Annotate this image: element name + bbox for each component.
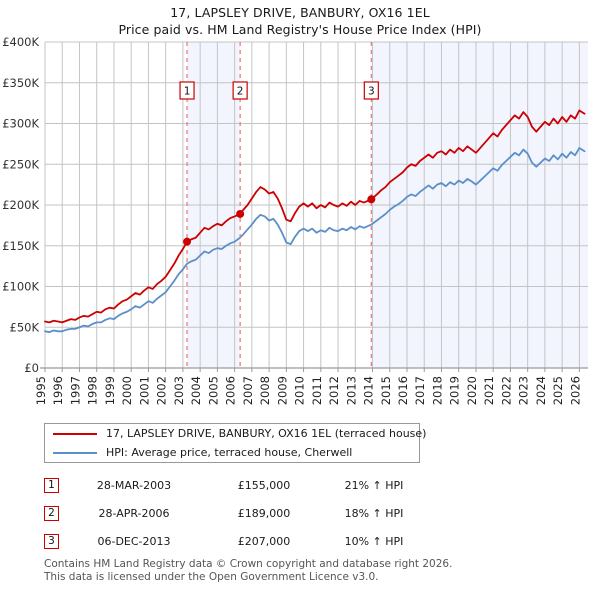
transaction-hpi-delta: 18% ↑ HPI (344, 506, 404, 520)
x-axis-tick-label: 2014 (362, 376, 376, 405)
table-row: 3 06-DEC-2013 £207,000 10% ↑ HPI (44, 527, 474, 555)
y-axis-tick-label: £150K (2, 239, 39, 253)
event-dot-2 (236, 209, 245, 218)
event-box-1 (179, 81, 195, 100)
x-axis-tick-label: 2001 (137, 376, 151, 405)
price-history-chart: £0 £50K £100K £150K £200K £250K £300K £350K £400… (2, 35, 588, 405)
event-box-3 (363, 81, 379, 100)
y-axis-tick-label: £400K (2, 35, 39, 49)
x-axis-tick-label: 2005 (206, 376, 220, 405)
legend-item-property: 17, LAPSLEY DRIVE, BANBURY, OX16 1EL (te… (45, 424, 426, 443)
x-axis-tick-label: 2013 (344, 376, 358, 405)
x-axis-tick-label: 2011 (310, 376, 324, 405)
y-axis-tick-label: £0 (24, 361, 39, 375)
x-axis-tick-label: 2019 (448, 376, 462, 405)
event-marker-dots (183, 195, 376, 246)
legend-label-property: 17, LAPSLEY DRIVE, BANBURY, OX16 1EL (te… (106, 427, 427, 440)
transactions-table: 1 28-MAR-2003 £155,000 21% ↑ HPI 2 28-AP… (44, 471, 474, 555)
x-axis-tick-label: 2008 (258, 376, 272, 405)
y-axis-tick-label: £200K (2, 198, 39, 212)
event-box-label-3: 3 (368, 86, 375, 98)
x-axis-tick-label: 1997 (68, 376, 82, 405)
x-axis-tick-label: 2023 (517, 376, 531, 405)
transaction-date: 06-DEC-2013 (97, 534, 171, 548)
x-axis-tick-label: 2025 (551, 376, 565, 405)
chart-legend: 17, LAPSLEY DRIVE, BANBURY, OX16 1EL (te… (44, 423, 426, 463)
transaction-index-badge: 1 (44, 477, 59, 493)
series-line-hpi (44, 147, 586, 334)
y-axis-tick-label: £250K (2, 157, 39, 171)
x-axis-tick-label: 2024 (534, 376, 548, 405)
legend-swatch-property (53, 432, 97, 435)
page-title: 17, LAPSLEY DRIVE, BANBURY, OX16 1EL Pri… (0, 4, 600, 38)
x-axis-tick-label: 2012 (327, 376, 341, 405)
x-axis-tick-label: 2016 (396, 376, 410, 405)
event-box-label-1: 1 (184, 86, 191, 98)
x-axis-tick-label: 2006 (224, 376, 238, 405)
x-axis-tick-label: 1999 (103, 376, 117, 405)
series-line-property (44, 109, 586, 324)
event-dot-1 (183, 237, 192, 246)
transaction-hpi-delta: 10% ↑ HPI (344, 534, 404, 548)
y-axis-tick-label: £100K (2, 280, 39, 294)
x-axis-tick-label: 1996 (51, 376, 65, 405)
table-row: 2 28-APR-2006 £189,000 18% ↑ HPI (44, 499, 474, 527)
x-axis-tick-label: 2002 (155, 376, 169, 405)
x-axis-tick-label: 2004 (189, 376, 203, 405)
x-axis-tick-label: 2020 (465, 376, 479, 405)
transaction-price: £155,000 (237, 478, 291, 492)
title-line-2: Price paid vs. HM Land Registry's House … (118, 22, 482, 37)
transaction-hpi-delta: 21% ↑ HPI (344, 478, 404, 492)
x-axis-tick-label: 2021 (482, 376, 496, 405)
title-line-1: 17, LAPSLEY DRIVE, BANBURY, OX16 1EL (170, 5, 430, 20)
event-box-label-2: 2 (237, 86, 244, 98)
event-marker-lines (186, 42, 372, 368)
y-axis-tick-label: £300K (2, 117, 39, 131)
legend-label-hpi: HPI: Average price, terraced house, Cher… (106, 446, 353, 459)
transaction-price: £189,000 (237, 506, 291, 520)
y-axis-tick-label: £50K (10, 320, 40, 334)
x-axis-tick-label: 2000 (120, 376, 134, 405)
x-axis-tick-label: 2022 (499, 376, 513, 405)
transaction-index-badge: 2 (44, 505, 59, 521)
x-axis-labels: 1995 1996 1997 1998 1999 2000 2001 2002 2003 2004… (34, 368, 582, 405)
x-axis-tick-label: 2003 (172, 376, 186, 405)
transaction-date: 28-APR-2006 (98, 506, 170, 520)
event-box-2 (232, 81, 248, 100)
series-lines (44, 109, 586, 334)
transaction-index-badge: 3 (44, 533, 59, 549)
footer-line-2: This data is licensed under the Open Gov… (44, 571, 379, 583)
x-axis-tick-label: 2007 (241, 376, 255, 405)
x-axis-tick-label: 2026 (568, 376, 582, 405)
table-row: 1 28-MAR-2003 £155,000 21% ↑ HPI (44, 471, 474, 499)
legend-item-hpi: HPI: Average price, terraced house, Cher… (45, 443, 419, 462)
y-axis-tick-label: £350K (2, 76, 39, 90)
y-axis-labels: £0 £50K £100K £150K £200K £250K £300K £350K £400… (2, 35, 39, 375)
x-axis-tick-label: 2018 (430, 376, 444, 405)
transaction-price: £207,000 (237, 534, 291, 548)
x-axis-tick-label: 2009 (275, 376, 289, 405)
x-axis-tick-label: 1995 (34, 376, 48, 405)
x-axis-tick-label: 2017 (413, 376, 427, 405)
footer-attribution: Contains HM Land Registry data © Crown c… (44, 558, 584, 584)
footer-line-1: Contains HM Land Registry data © Crown c… (44, 558, 453, 570)
legend-swatch-hpi (53, 451, 97, 454)
x-axis-tick-label: 2015 (379, 376, 393, 405)
event-marker-boxes: 1 2 3 (179, 81, 379, 100)
transaction-date: 28-MAR-2003 (96, 478, 172, 492)
x-axis-tick-label: 2010 (293, 376, 307, 405)
event-dot-3 (367, 195, 376, 204)
x-axis-tick-label: 1998 (86, 376, 100, 405)
